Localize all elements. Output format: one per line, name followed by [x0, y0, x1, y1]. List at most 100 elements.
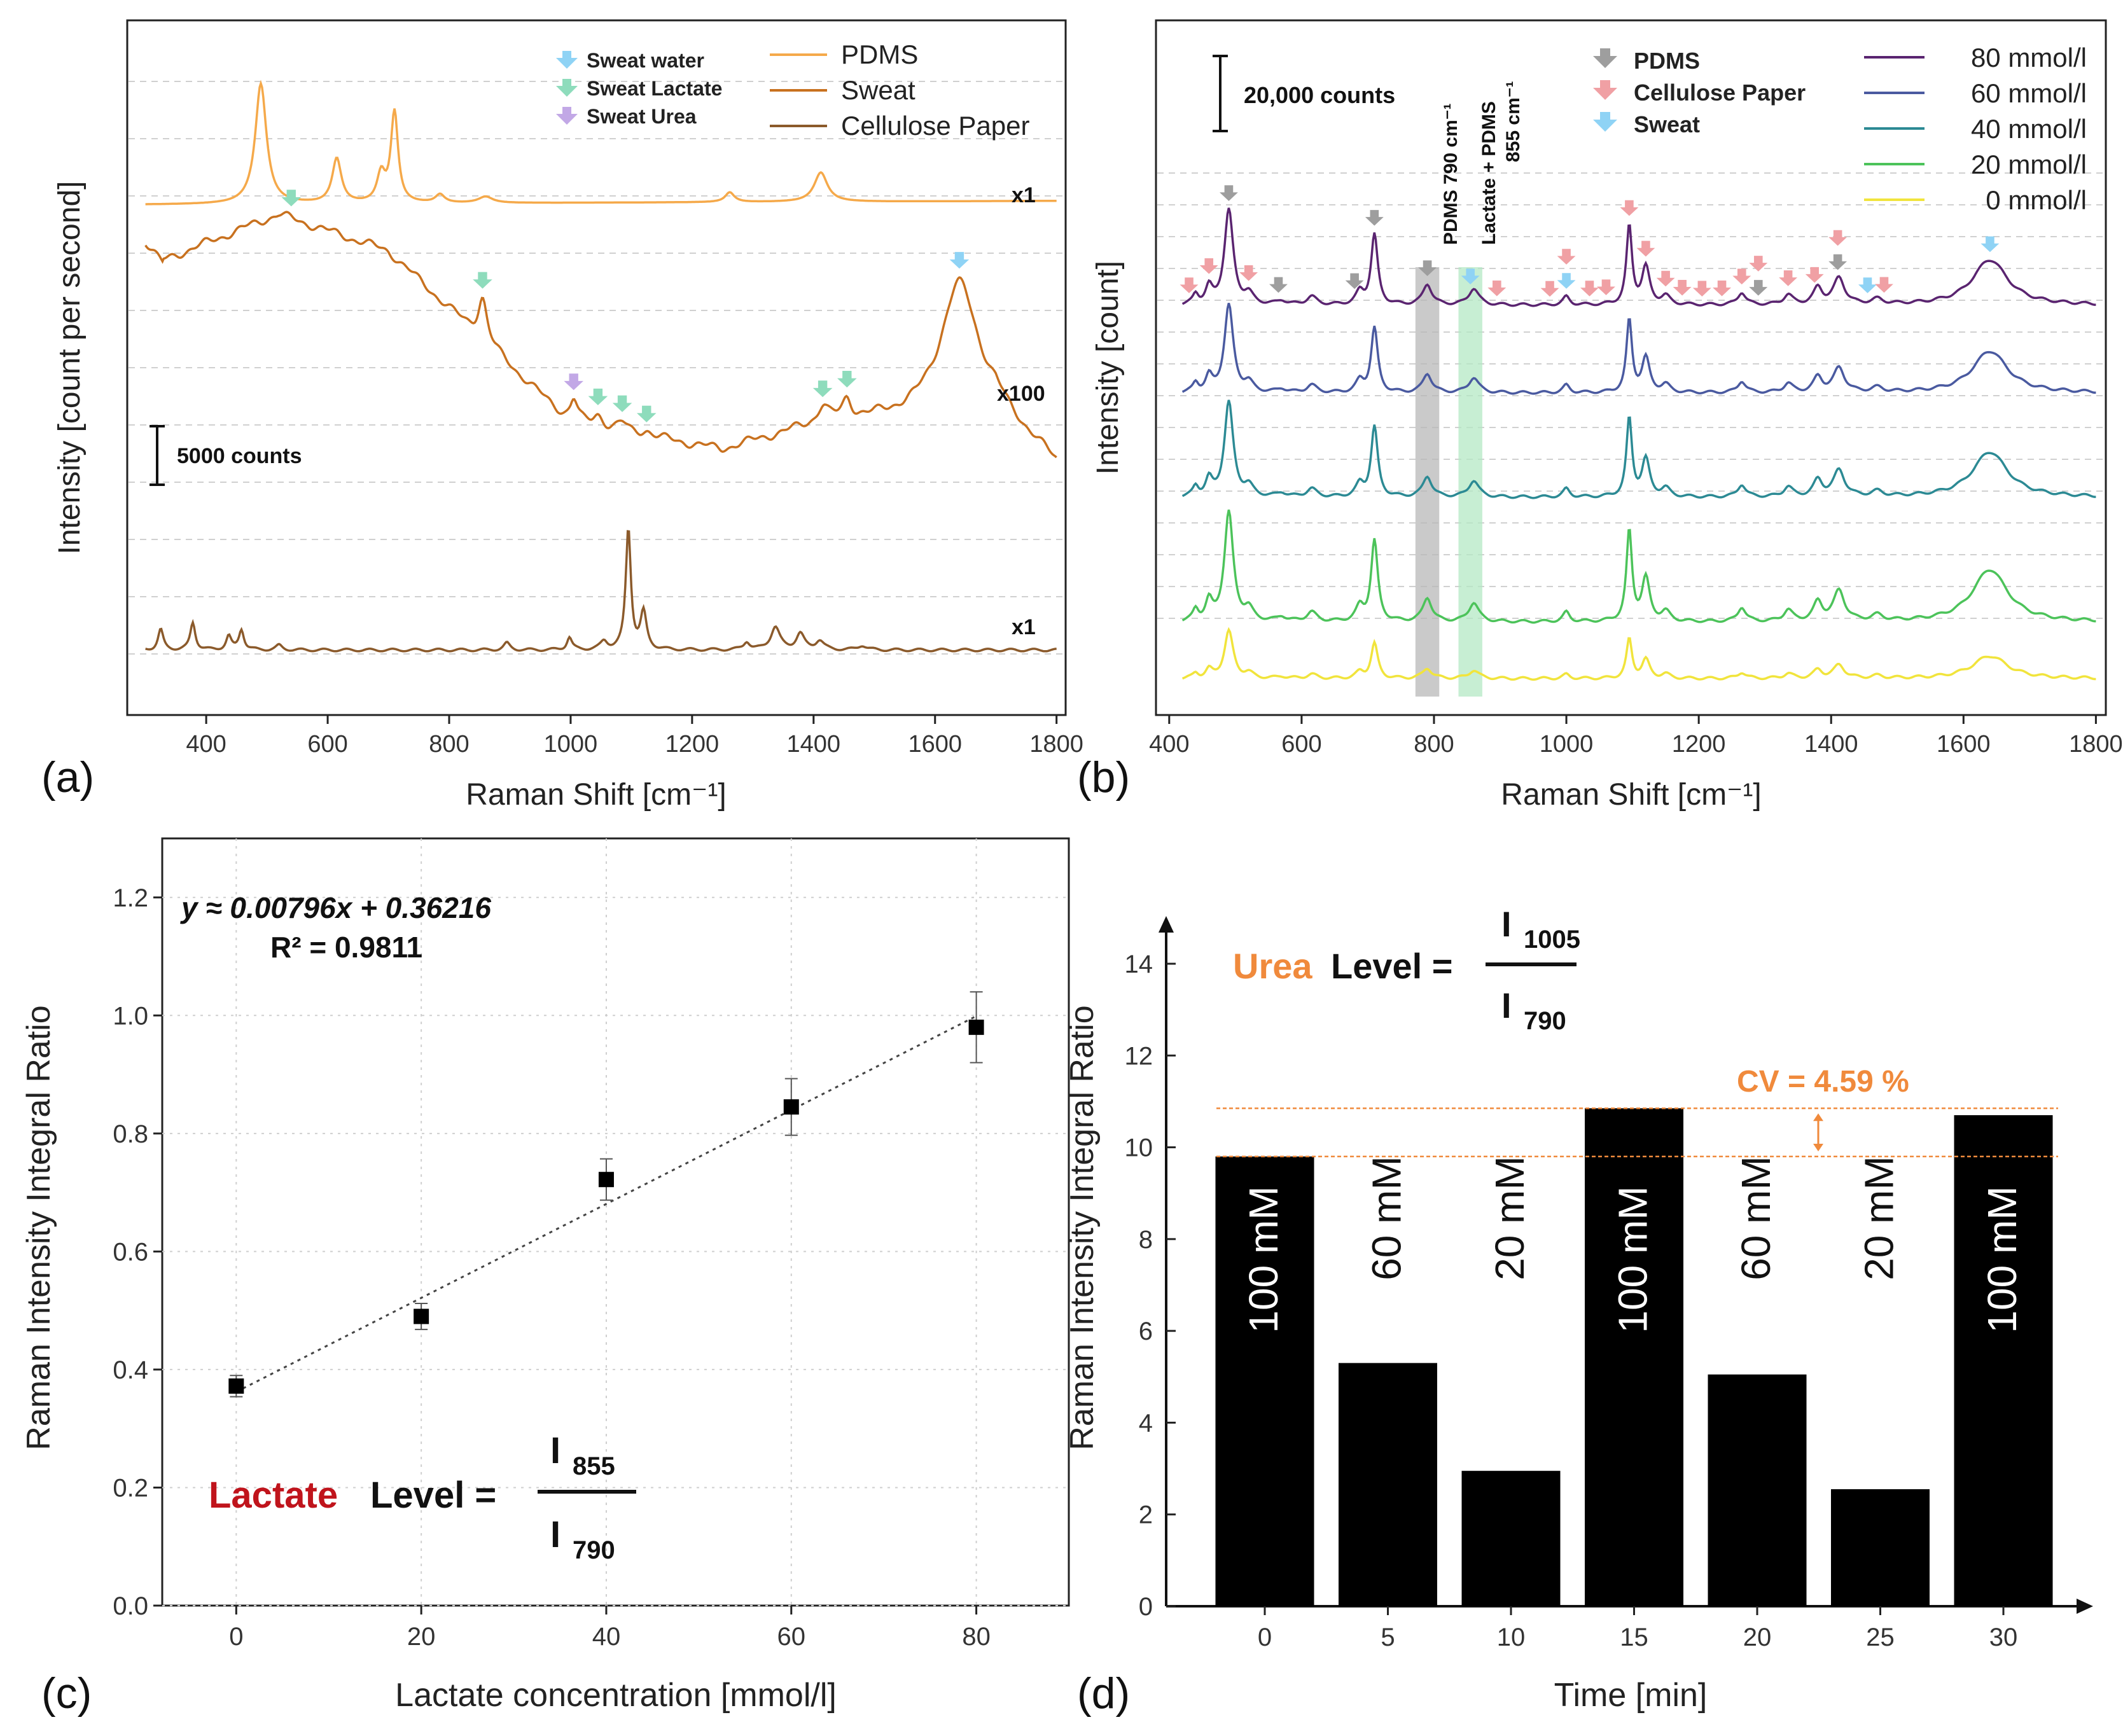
legend-sweat-marker-label: Sweat: [1634, 111, 1700, 137]
x-tick-label: 1000: [544, 731, 598, 758]
pdms-arrow-icon: [1749, 280, 1768, 296]
y-tick-label: 0.6: [113, 1238, 148, 1266]
legend-label: 60 mmol/l: [1971, 78, 2087, 108]
sweat-urea-arrow-icon: [556, 107, 578, 125]
x-tick-label: 10: [1497, 1623, 1526, 1651]
x-tick-label: 400: [1149, 731, 1189, 758]
y-axis-arrow-icon: [1159, 916, 1174, 933]
legend-sweat-label: Sweat: [841, 75, 915, 105]
panel-a-multiplier-paper: x1: [1012, 615, 1036, 639]
legend-sweat-lactate-label: Sweat Lactate: [587, 77, 722, 100]
panel-a-multiplier-sweat: x100: [997, 382, 1045, 406]
sweat-arrow-icon: [1461, 268, 1480, 285]
cellulose-paper-arrow-icon: [1673, 280, 1692, 296]
bar: [1585, 1108, 1683, 1606]
legend-sweat-lactate: Sweat Lactate: [556, 77, 722, 100]
panel-c-points: [228, 991, 984, 1398]
panel-c-ticks: 0.0 0.2 0.4 0.6 0.8 1.0 1.2 0 20 40 60 80: [113, 884, 990, 1651]
panel-c-frame: [161, 837, 1070, 1607]
series-line-60-mmol-l: [1181, 303, 2096, 395]
legend-pdms-marker-label: PDMS: [1634, 48, 1700, 74]
bar-label: 60 mM: [1733, 1156, 1779, 1281]
sweat-arrow-icon: [1593, 112, 1617, 132]
cellulose-paper-arrow-icon: [1828, 230, 1848, 246]
cellulose-paper-arrow-icon: [1713, 281, 1732, 296]
y-tick-label: 6: [1139, 1317, 1153, 1345]
urea-word: Urea: [1233, 946, 1312, 986]
legend-sweat-urea: Sweat Urea: [556, 105, 697, 128]
lactate-level-word: Level =: [370, 1475, 496, 1516]
y-tick-label: 10: [1125, 1134, 1153, 1162]
bar-label: 100 mM: [1610, 1186, 1656, 1333]
panel-label-c: (c): [41, 1669, 92, 1718]
pdms-arrow-icon: [1365, 210, 1384, 226]
panel-c-equation: y ≈ 0.00796x + 0.36216: [180, 891, 491, 924]
x-tick-label: 800: [1414, 731, 1454, 758]
cellulose-paper-arrow-icon: [1487, 280, 1507, 296]
panel-b: 400 600 800 1000 1200 1400 1600 1800 Raman Shif…: [1091, 43, 2123, 812]
panel-a-grid: [129, 81, 1064, 655]
pdms-arrow-icon: [1345, 273, 1364, 289]
x-tick-label: 1600: [1937, 731, 1991, 758]
y-tick-label: 0.2: [113, 1474, 148, 1502]
legend-sweat-water: Sweat water: [556, 49, 704, 72]
sweat-lactate-arrow-icon: [588, 388, 608, 405]
x-tick-label: 600: [1281, 731, 1321, 758]
panel-b-bands: [1415, 267, 1482, 697]
panel-d-formula: Urea Level = I 1005 I 790: [1233, 904, 1580, 1035]
band-pdms-790: [1415, 267, 1440, 697]
panel-label-a: (a): [41, 753, 94, 802]
y-tick-label: 2: [1139, 1501, 1153, 1529]
bar: [1831, 1489, 1930, 1606]
panel-b-band-label-pdms: PDMS 790 cm⁻¹: [1440, 103, 1461, 245]
bar: [1461, 1471, 1561, 1606]
panel-b-x-ticks: 400 600 800 1000 1200 1400 1600 1800: [1149, 715, 2123, 758]
series-line-sweat: [144, 211, 1057, 459]
sweat-arrow-icon: [1858, 277, 1877, 293]
series-line-cellulose-paper: [145, 530, 1057, 653]
lactate-word: Lactate: [209, 1475, 338, 1516]
panel-d: 0 2 4 6 8 10 12 14 0 5 10 15 20 25 30 100 mM 60 mM 20 mM…: [1064, 904, 2093, 1714]
fit-line: [235, 1015, 977, 1393]
panel-d-cv-label: CV = 4.59 %: [1737, 1065, 1909, 1099]
urea-denominator: I: [1501, 985, 1512, 1025]
cellulose-paper-arrow-icon: [1580, 281, 1599, 296]
y-tick-label: 14: [1125, 950, 1153, 978]
panel-a-scale-bar-label: 5000 counts: [177, 444, 302, 468]
cv-arrow-down-icon: [1813, 1144, 1823, 1151]
panel-b-x-label: Raman Shift [cm⁻¹]: [1501, 778, 1761, 812]
x-tick-label: 1600: [908, 731, 962, 758]
panel-c-formula: Lactate Level = I 855 I 790: [209, 1430, 636, 1564]
cellulose-paper-arrow-icon: [1656, 270, 1675, 287]
x-tick-label: 60: [777, 1623, 806, 1651]
legend-label: 40 mmol/l: [1971, 114, 2087, 144]
panel-a-scale-bar: 5000 counts: [150, 425, 302, 486]
panel-b-band-label-lactate-1: Lactate + PDMS: [1479, 101, 1500, 245]
legend-label: 0 mmol/l: [1986, 185, 2087, 215]
legend-sweat-water-label: Sweat water: [587, 49, 704, 72]
x-tick-label: 15: [1620, 1623, 1648, 1651]
panel-a-frame: [126, 19, 1067, 716]
cellulose-paper-arrow-icon: [1540, 281, 1559, 297]
bar: [1215, 1156, 1314, 1606]
cellulose-paper-arrow-icon: [1593, 80, 1617, 100]
x-tick-label: 400: [186, 731, 226, 758]
panel-d-bars: 100 mM 60 mM 20 mM 100 mM 60 mM 20 mM 100 mM: [1215, 1108, 2053, 1606]
data-point: [968, 1019, 984, 1035]
cellulose-paper-arrow-icon: [1199, 258, 1218, 274]
x-tick-label: 1400: [787, 731, 841, 758]
panel-b-line-legend: 80 mmol/l 60 mmol/l 40 mmol/l 20 mmol/l 0 mm…: [1864, 43, 2087, 215]
x-tick-label: 1800: [2069, 731, 2123, 758]
panel-b-arrows: [1180, 185, 2000, 297]
urea-level-word: Level =: [1331, 946, 1452, 986]
series-line-20-mmol-l: [1181, 510, 2096, 624]
panel-d-y-label: Raman Intensity Integral Ratio: [1064, 1005, 1101, 1450]
x-tick-label: 80: [962, 1623, 991, 1651]
panel-b-marker-legend: PDMS Cellulose Paper Sweat: [1593, 48, 1806, 137]
series-line-pdms: [145, 80, 1057, 205]
panel-label-d: (d): [1077, 1669, 1130, 1718]
legend-label: 20 mmol/l: [1971, 149, 2087, 179]
sweat-lactate-arrow-icon: [636, 405, 657, 422]
lactate-denominator-sub: 790: [573, 1536, 615, 1564]
panel-b-scale-bar: 20,000 counts: [1213, 55, 1395, 132]
